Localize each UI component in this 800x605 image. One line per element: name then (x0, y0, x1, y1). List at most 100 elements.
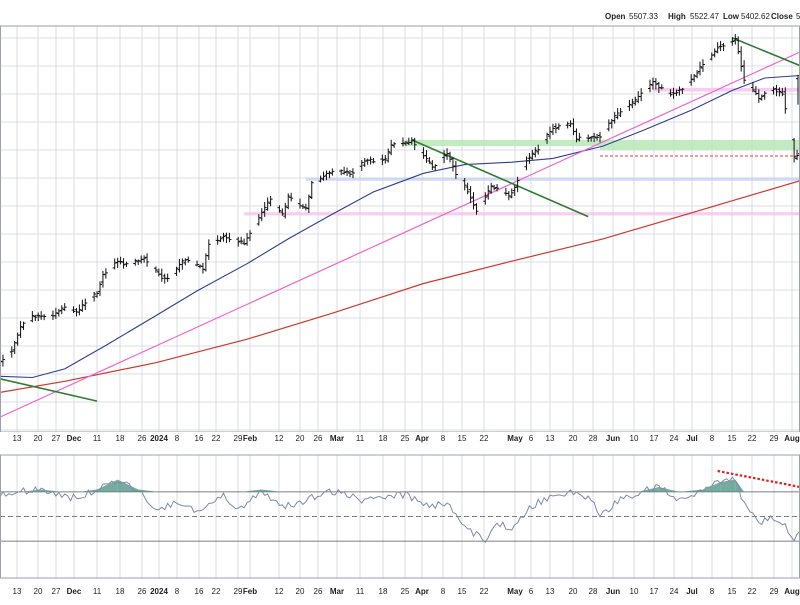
open-value: 5507.33 (629, 12, 658, 21)
price-bar (530, 149, 535, 160)
axis-bottom: 13 20 27 Dec 11 18 26 2024 8 16 22 29 Feb 12 20 26 Mar 11… (0, 585, 800, 597)
x-axis-bottom-label: 20 (569, 587, 578, 596)
x-axis-top-label: Aug (784, 434, 800, 443)
x-axis-bottom-label: Jul (686, 587, 698, 596)
price-bar (95, 291, 100, 298)
price-bar (289, 192, 294, 202)
rsi-overbought-fill (20, 489, 42, 492)
price-bar (668, 89, 673, 97)
price-bar (121, 258, 126, 269)
price-bar (550, 123, 555, 136)
price-bar (756, 89, 761, 103)
price-bar (242, 238, 247, 246)
price-bar (239, 236, 244, 245)
price-bar (103, 268, 108, 279)
sma50-line-1 (0, 74, 800, 379)
price-bar (98, 281, 102, 296)
price-bar (389, 139, 394, 156)
rsi-pane (0, 454, 800, 579)
price-bar (462, 178, 467, 191)
x-axis-bottom-label: 22 (480, 587, 489, 596)
x-axis-top-label: Feb (243, 434, 257, 443)
price-bar (474, 203, 479, 215)
x-axis-bottom-label: 20 (296, 587, 305, 596)
high-label: High (668, 12, 686, 21)
x-axis-bottom-label: 18 (379, 587, 388, 596)
close-label: Close (771, 12, 793, 21)
price-bar (350, 168, 355, 179)
price-bar (118, 256, 123, 265)
x-axis-top-label: 22 (480, 434, 489, 443)
price-bar (633, 96, 638, 106)
price-bar (368, 156, 373, 165)
price-bar (71, 306, 76, 313)
price-bar (718, 40, 723, 52)
green-trendline-5 (411, 139, 589, 218)
price-bar (515, 176, 520, 193)
price-bar (556, 123, 561, 130)
price-bar (30, 311, 35, 323)
rsi-overbought-fill (679, 489, 703, 492)
x-axis-bottom-label: 26 (138, 587, 147, 596)
price-bar (471, 192, 476, 210)
price-bar (509, 188, 514, 199)
x-axis-top-label: 10 (630, 434, 639, 443)
price-bar (648, 79, 652, 93)
price-bar (153, 266, 158, 273)
price-bar (321, 171, 326, 181)
price-bar (280, 208, 285, 216)
rsi-overbought-fill (702, 482, 721, 492)
price-bar (527, 152, 532, 164)
x-axis-top-label: 28 (589, 434, 598, 443)
price-bar (733, 34, 738, 45)
x-axis-bottom-label: Mar (330, 587, 344, 596)
price-bar (62, 303, 67, 312)
price-bar (83, 298, 88, 311)
x-axis-bottom-label: Feb (243, 587, 257, 596)
x-axis-top-label: 13 (13, 434, 22, 443)
x-axis-bottom-label: 11 (356, 587, 365, 596)
price-bar (36, 312, 41, 322)
price-bar (689, 74, 694, 86)
price-bar (412, 137, 417, 151)
price-bar (283, 202, 288, 219)
x-axis-top-label: 24 (670, 434, 679, 443)
price-bar (771, 86, 776, 95)
x-axis-bottom-label: 13 (546, 587, 555, 596)
x-axis-top-label: 13 (546, 434, 555, 443)
x-axis-top-label: 18 (379, 434, 388, 443)
x-axis-bottom-label: 25 (401, 587, 410, 596)
price-bar (598, 131, 602, 143)
price-bar (268, 195, 273, 207)
x-axis-bottom-label: 8 (441, 587, 446, 596)
price-bar (92, 291, 97, 302)
zone-band-2 (652, 87, 800, 92)
price-bar (300, 203, 305, 209)
price-bar (77, 304, 82, 316)
rsi-overbought-fill (79, 489, 98, 492)
price-bar (21, 321, 26, 330)
x-axis-bottom-label: May (507, 587, 523, 596)
x-axis-bottom-label: 13 (13, 587, 22, 596)
x-axis-top-label: Dec (67, 434, 82, 443)
x-axis-top-bg (0, 432, 800, 444)
x-axis-top-label: 22 (748, 434, 757, 443)
price-bar (536, 144, 541, 155)
x-axis-top-label: Apr (415, 434, 429, 443)
x-axis-top-label: Jul (686, 434, 698, 443)
rsi-overbought-fill (720, 479, 736, 492)
x-axis-bottom-label: 28 (589, 587, 598, 596)
price-bar (680, 87, 685, 95)
price-bar (715, 42, 720, 54)
price-bar (286, 193, 291, 210)
x-axis-top-label: 11 (93, 434, 102, 443)
price-bar (362, 158, 367, 167)
price-bar (380, 154, 385, 166)
price-bar (762, 91, 767, 100)
price-bar (739, 46, 744, 72)
price-bar (453, 160, 458, 179)
price-bar (236, 237, 241, 247)
x-axis-top-label: 20 (296, 434, 305, 443)
